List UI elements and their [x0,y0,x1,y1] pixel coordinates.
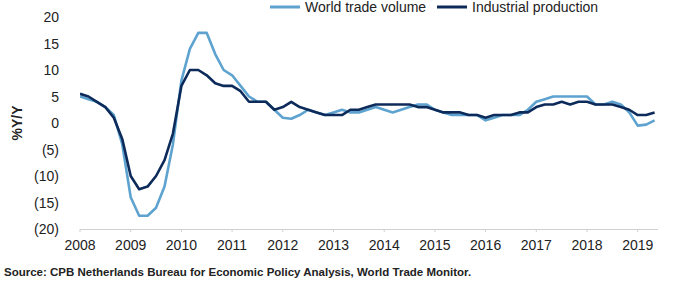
y-tick-label: 15 [43,36,59,52]
y-tick [76,123,79,124]
x-tick [587,229,588,232]
x-tick-label: 2016 [470,237,501,253]
x-tick-label: 2010 [166,237,197,253]
x-tick [181,229,182,232]
y-axis-label: %Y/Y [9,105,25,141]
legend-swatch [437,6,467,9]
y-tick-label: (10) [34,168,59,184]
x-tick-label: 2014 [369,237,400,253]
x-tick [485,229,486,232]
y-tick-label: 10 [43,62,59,78]
y-tick [76,17,79,18]
y-tick [76,149,79,150]
legend-label: World trade volume [305,0,426,15]
y-tick-label: 5 [51,89,59,105]
x-tick [536,229,537,232]
x-tick [434,229,435,232]
x-tick-label: 2015 [419,237,450,253]
series-line [80,70,655,189]
x-axis-line [80,229,658,230]
x-tick-label: 2008 [64,237,95,253]
y-tick-label: 20 [43,9,59,25]
x-tick-label: 2018 [571,237,602,253]
x-tick-label: 2019 [622,237,653,253]
x-tick [232,229,233,232]
x-tick-label: 2013 [318,237,349,253]
x-tick [384,229,385,232]
y-tick [76,43,79,44]
y-tick [76,96,79,97]
plot-area [80,33,655,216]
x-tick [80,229,81,232]
x-tick-label: 2011 [217,237,247,253]
y-tick [76,176,79,177]
y-tick-label: (20) [34,221,59,237]
x-tick [282,229,283,232]
y-tick [76,229,79,230]
y-tick-label: 0 [51,115,59,131]
source-note: Source: CPB Netherlands Bureau for Econo… [4,266,471,278]
legend-label: Industrial production [472,0,598,15]
x-tick-label: 2009 [115,237,146,253]
x-tick [637,229,638,232]
x-tick [130,229,131,232]
y-tick [76,70,79,71]
series-line [80,33,655,216]
y-tick-label: (5) [42,142,59,158]
x-tick-label: 2017 [521,237,552,253]
chart: (20) (15) (10) (5) 0 5 10 15 20 2008 2009 2010 2011 2… [0,0,699,299]
legend-swatch [270,6,300,9]
x-tick-label: 2012 [267,237,298,253]
y-tick-label: (15) [34,195,59,211]
y-tick [76,202,79,203]
x-tick [333,229,334,232]
